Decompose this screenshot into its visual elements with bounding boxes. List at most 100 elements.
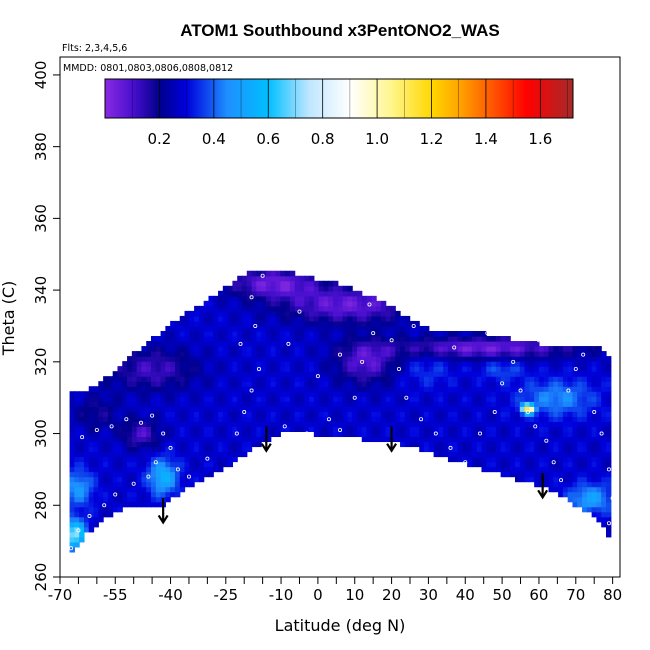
heatmap-cell — [467, 436, 473, 443]
heatmap-cell — [103, 401, 109, 407]
heatmap-cell — [289, 371, 296, 377]
heatmap-cell — [577, 401, 583, 407]
heatmap-cell — [385, 436, 392, 443]
heatmap-cell — [596, 431, 602, 438]
heatmap-cell — [404, 381, 411, 387]
heatmap-cell — [323, 356, 329, 362]
heatmap-cell — [203, 451, 210, 458]
heatmap-cell — [558, 396, 564, 402]
heatmap-cell — [467, 446, 473, 453]
heatmap-cell — [83, 436, 90, 443]
heatmap-cell — [481, 386, 487, 392]
heatmap-cell — [606, 421, 612, 427]
heatmap-cell — [352, 300, 358, 307]
heatmap-cell — [194, 315, 200, 322]
heatmap-cell — [270, 421, 277, 427]
heatmap-cell — [462, 341, 468, 347]
heatmap-cell — [83, 471, 90, 478]
heatmap-cell — [289, 341, 296, 347]
heatmap-cell — [313, 346, 320, 352]
heatmap-cell — [582, 431, 588, 438]
heatmap-cell — [189, 436, 195, 443]
heatmap-cell — [400, 346, 406, 352]
heatmap-cell — [189, 461, 195, 468]
heatmap-cell — [304, 336, 310, 342]
heatmap-cell — [558, 456, 564, 463]
heatmap-cell — [309, 305, 315, 312]
heatmap-cell — [218, 381, 224, 387]
sample-point — [404, 395, 409, 400]
heatmap-cell — [218, 426, 224, 432]
heatmap-cell — [275, 371, 281, 377]
sample-point — [94, 427, 99, 432]
heatmap-cell — [342, 426, 348, 432]
heatmap-cell — [524, 461, 530, 468]
heatmap-cell — [419, 351, 425, 357]
sample-point — [382, 288, 387, 293]
heatmap-cell — [280, 356, 286, 362]
heatmap-cell — [462, 446, 468, 453]
heatmap-cell — [433, 381, 439, 387]
heatmap-cell — [313, 376, 320, 382]
heatmap-cell — [117, 496, 123, 503]
heatmap-cell — [323, 376, 329, 382]
heatmap-cell — [213, 305, 219, 312]
heatmap-cell — [524, 361, 530, 367]
heatmap-cell — [309, 330, 315, 337]
heatmap-cell — [170, 341, 176, 347]
heatmap-cell — [452, 431, 459, 438]
heatmap-cell — [404, 406, 411, 412]
colorbar-tick-label: 1.0 — [365, 130, 389, 148]
heatmap-cell — [218, 300, 224, 307]
heatmap-cell — [69, 426, 75, 432]
heatmap-cell — [155, 491, 162, 498]
heatmap-cell — [304, 310, 310, 317]
heatmap-cell — [69, 391, 75, 397]
heatmap-cell — [371, 305, 377, 312]
heatmap-cell — [222, 300, 229, 307]
heatmap-cell — [309, 285, 315, 292]
heatmap-cell — [591, 461, 598, 468]
heatmap-cell — [447, 441, 454, 448]
arrow-marker — [157, 498, 169, 525]
heatmap-cell — [366, 381, 372, 387]
heatmap-cell — [313, 426, 320, 432]
heatmap-cell — [404, 346, 411, 352]
heatmap-cell — [304, 351, 310, 357]
heatmap-cell — [428, 371, 435, 377]
heatmap-cell — [141, 426, 147, 432]
heatmap-cell — [505, 431, 511, 438]
heatmap-cell — [586, 386, 593, 392]
heatmap-cell — [562, 446, 569, 453]
heatmap-cell — [491, 336, 497, 342]
x-tick-label: 40 — [456, 586, 475, 604]
heatmap-cell — [538, 421, 545, 427]
heatmap-cell — [232, 416, 238, 422]
heatmap-cell — [79, 401, 85, 407]
heatmap-cell — [103, 421, 109, 427]
heatmap-cell — [371, 406, 377, 412]
heatmap-cell — [117, 406, 123, 412]
heatmap-cell — [515, 451, 521, 458]
sample-point — [175, 467, 180, 472]
heatmap-cell — [237, 446, 243, 453]
heatmap-cell — [136, 391, 143, 397]
heatmap-cell — [208, 466, 214, 473]
heatmap-cell — [486, 366, 492, 372]
heatmap-cell — [280, 411, 286, 417]
heatmap-cell — [457, 406, 463, 412]
heatmap-cell — [227, 461, 234, 468]
heatmap-cell — [524, 376, 530, 382]
heatmap-cell — [577, 471, 583, 478]
heatmap-cell — [79, 471, 85, 478]
heatmap-cell — [160, 416, 166, 422]
heatmap-cell — [251, 300, 257, 307]
heatmap-cell — [151, 461, 157, 468]
heatmap-cell — [562, 406, 569, 412]
heatmap-cell — [572, 466, 578, 473]
heatmap-cell — [467, 421, 473, 427]
heatmap-cell — [606, 516, 612, 523]
heatmap-cell — [400, 351, 406, 357]
heatmap-cell — [246, 386, 253, 392]
heatmap-cell — [495, 401, 502, 407]
